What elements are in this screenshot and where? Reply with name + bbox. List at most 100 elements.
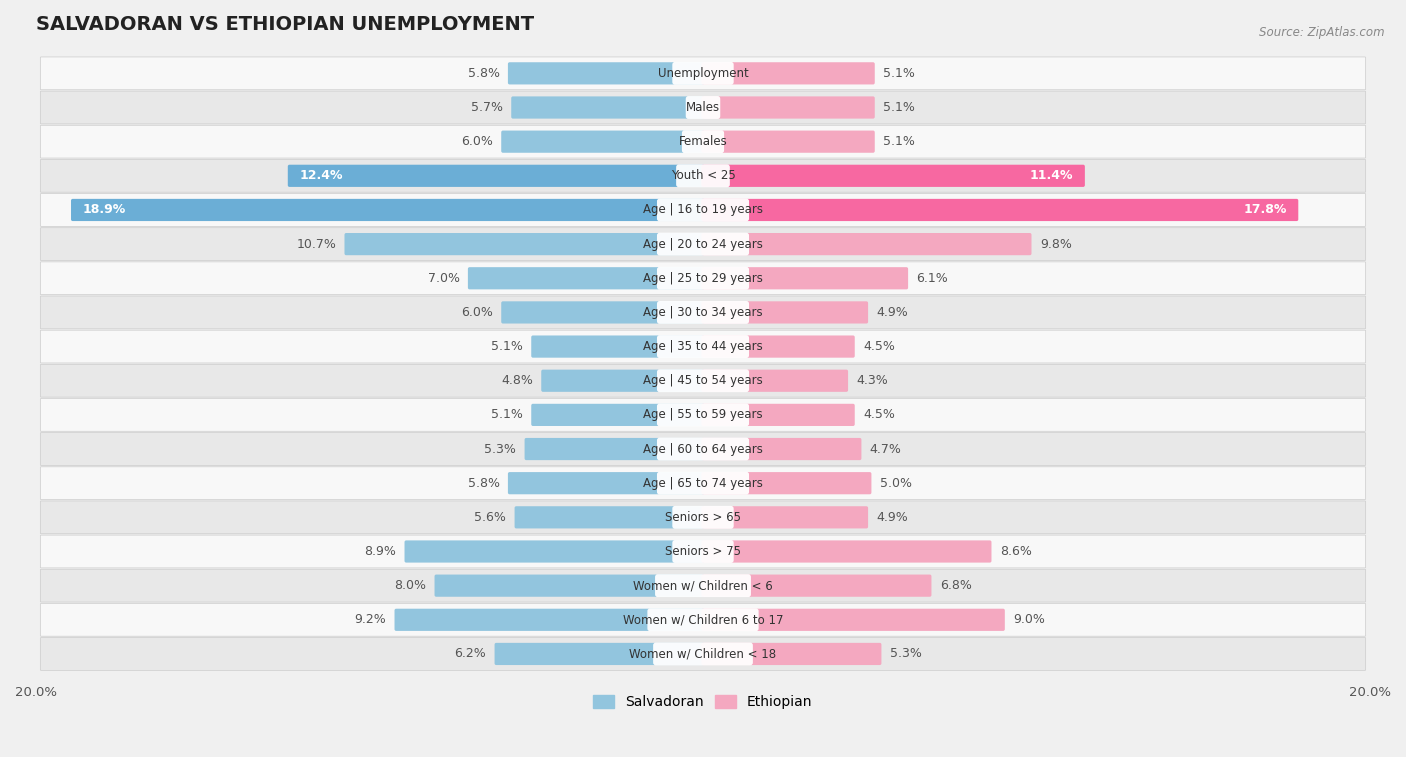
FancyBboxPatch shape	[468, 267, 704, 289]
Text: Age | 45 to 54 years: Age | 45 to 54 years	[643, 374, 763, 388]
Text: 5.3%: 5.3%	[890, 647, 922, 660]
FancyBboxPatch shape	[288, 165, 704, 187]
FancyBboxPatch shape	[702, 643, 882, 665]
Text: Source: ZipAtlas.com: Source: ZipAtlas.com	[1260, 26, 1385, 39]
Text: Seniors > 75: Seniors > 75	[665, 545, 741, 558]
Text: Age | 60 to 64 years: Age | 60 to 64 years	[643, 443, 763, 456]
FancyBboxPatch shape	[515, 506, 704, 528]
FancyBboxPatch shape	[702, 267, 908, 289]
FancyBboxPatch shape	[501, 130, 704, 153]
FancyBboxPatch shape	[524, 438, 704, 460]
FancyBboxPatch shape	[702, 130, 875, 153]
FancyBboxPatch shape	[657, 335, 749, 358]
Text: 4.5%: 4.5%	[863, 408, 896, 422]
FancyBboxPatch shape	[41, 535, 1365, 568]
Text: Age | 20 to 24 years: Age | 20 to 24 years	[643, 238, 763, 251]
FancyBboxPatch shape	[657, 438, 749, 460]
Text: Age | 35 to 44 years: Age | 35 to 44 years	[643, 340, 763, 353]
Text: Age | 65 to 74 years: Age | 65 to 74 years	[643, 477, 763, 490]
FancyBboxPatch shape	[434, 575, 704, 597]
Text: 9.0%: 9.0%	[1014, 613, 1045, 626]
FancyBboxPatch shape	[654, 643, 752, 665]
Text: 8.6%: 8.6%	[1000, 545, 1032, 558]
FancyBboxPatch shape	[41, 57, 1365, 90]
FancyBboxPatch shape	[647, 609, 759, 631]
Text: Males: Males	[686, 101, 720, 114]
FancyBboxPatch shape	[686, 96, 720, 119]
FancyBboxPatch shape	[655, 575, 751, 597]
Text: 5.1%: 5.1%	[883, 101, 915, 114]
FancyBboxPatch shape	[702, 438, 862, 460]
Text: 4.9%: 4.9%	[876, 306, 908, 319]
FancyBboxPatch shape	[702, 403, 855, 426]
FancyBboxPatch shape	[682, 130, 724, 153]
FancyBboxPatch shape	[657, 472, 749, 494]
FancyBboxPatch shape	[676, 164, 730, 187]
FancyBboxPatch shape	[541, 369, 704, 392]
Legend: Salvadoran, Ethiopian: Salvadoran, Ethiopian	[588, 690, 818, 715]
FancyBboxPatch shape	[702, 369, 848, 392]
FancyBboxPatch shape	[41, 194, 1365, 226]
Text: Age | 55 to 59 years: Age | 55 to 59 years	[643, 408, 763, 422]
Text: 4.9%: 4.9%	[876, 511, 908, 524]
FancyBboxPatch shape	[501, 301, 704, 323]
FancyBboxPatch shape	[657, 301, 749, 324]
FancyBboxPatch shape	[702, 506, 868, 528]
Text: 5.1%: 5.1%	[491, 340, 523, 353]
FancyBboxPatch shape	[672, 62, 734, 85]
FancyBboxPatch shape	[657, 266, 749, 290]
FancyBboxPatch shape	[41, 228, 1365, 260]
FancyBboxPatch shape	[702, 96, 875, 119]
FancyBboxPatch shape	[41, 330, 1365, 363]
FancyBboxPatch shape	[41, 160, 1365, 192]
Text: 7.0%: 7.0%	[427, 272, 460, 285]
Text: Age | 16 to 19 years: Age | 16 to 19 years	[643, 204, 763, 217]
Text: 5.6%: 5.6%	[474, 511, 506, 524]
FancyBboxPatch shape	[657, 232, 749, 256]
Text: 4.8%: 4.8%	[501, 374, 533, 388]
FancyBboxPatch shape	[702, 199, 1298, 221]
FancyBboxPatch shape	[702, 165, 1085, 187]
Text: Women w/ Children 6 to 17: Women w/ Children 6 to 17	[623, 613, 783, 626]
Text: 5.0%: 5.0%	[880, 477, 911, 490]
FancyBboxPatch shape	[41, 569, 1365, 602]
Text: 5.3%: 5.3%	[484, 443, 516, 456]
Text: Women w/ Children < 6: Women w/ Children < 6	[633, 579, 773, 592]
FancyBboxPatch shape	[512, 96, 704, 119]
FancyBboxPatch shape	[657, 198, 749, 221]
FancyBboxPatch shape	[702, 62, 875, 85]
FancyBboxPatch shape	[495, 643, 704, 665]
Text: 5.1%: 5.1%	[883, 136, 915, 148]
Text: 4.7%: 4.7%	[870, 443, 901, 456]
FancyBboxPatch shape	[702, 540, 991, 562]
FancyBboxPatch shape	[531, 335, 704, 357]
FancyBboxPatch shape	[702, 609, 1005, 631]
FancyBboxPatch shape	[41, 433, 1365, 466]
Text: 6.8%: 6.8%	[939, 579, 972, 592]
FancyBboxPatch shape	[72, 199, 704, 221]
FancyBboxPatch shape	[672, 506, 734, 529]
Text: Youth < 25: Youth < 25	[671, 170, 735, 182]
FancyBboxPatch shape	[344, 233, 704, 255]
Text: 5.7%: 5.7%	[471, 101, 503, 114]
Text: 5.8%: 5.8%	[468, 67, 499, 79]
Text: 6.0%: 6.0%	[461, 306, 494, 319]
FancyBboxPatch shape	[508, 472, 704, 494]
FancyBboxPatch shape	[41, 262, 1365, 294]
FancyBboxPatch shape	[41, 637, 1365, 671]
FancyBboxPatch shape	[41, 398, 1365, 431]
Text: SALVADORAN VS ETHIOPIAN UNEMPLOYMENT: SALVADORAN VS ETHIOPIAN UNEMPLOYMENT	[37, 15, 534, 34]
Text: Women w/ Children < 18: Women w/ Children < 18	[630, 647, 776, 660]
FancyBboxPatch shape	[41, 603, 1365, 636]
FancyBboxPatch shape	[41, 467, 1365, 500]
Text: 4.3%: 4.3%	[856, 374, 889, 388]
Text: 6.2%: 6.2%	[454, 647, 486, 660]
Text: 9.8%: 9.8%	[1040, 238, 1071, 251]
FancyBboxPatch shape	[508, 62, 704, 85]
Text: Unemployment: Unemployment	[658, 67, 748, 79]
FancyBboxPatch shape	[531, 403, 704, 426]
FancyBboxPatch shape	[41, 91, 1365, 124]
Text: Females: Females	[679, 136, 727, 148]
FancyBboxPatch shape	[41, 364, 1365, 397]
FancyBboxPatch shape	[395, 609, 704, 631]
